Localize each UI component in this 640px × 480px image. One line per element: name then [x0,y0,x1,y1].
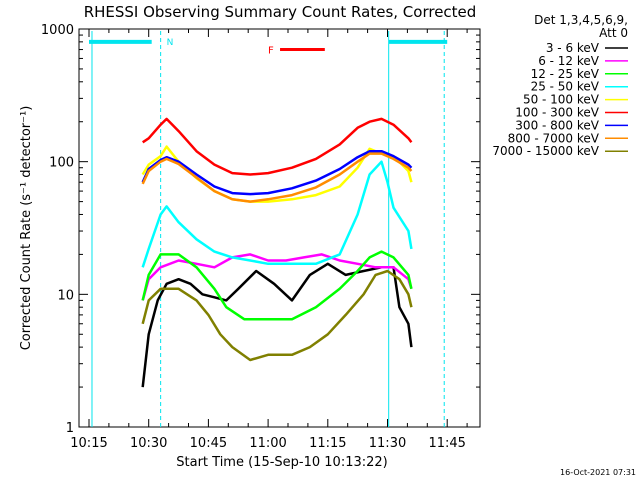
y-tick-label: 1000 [41,23,74,38]
series-line-4 [141,160,413,268]
x-axis-ticks: 10:15 10:30 10:45 11:00 11:15 11:30 11:45 [70,29,468,451]
legend-entry-label: 25 - 50 keV [531,80,600,94]
legend-entry-label: 3 - 6 keV [546,41,600,55]
x-tick-label: 11:45 [428,436,465,451]
x-tick-label: 11:15 [309,436,346,451]
series-line-3 [141,250,413,321]
legend-entry-label: 7000 - 15000 keV [492,144,599,158]
y-tick-label: 10 [57,288,74,303]
x-axis-label: Start Time (15-Sep-10 10:13:22) [176,455,387,470]
x-tick-label: 11:30 [369,436,406,451]
footer-date: 16-Oct-2021 07:31 [560,468,636,477]
data-series [141,117,413,388]
flare-label: F [268,46,274,57]
x-tick-label: 10:30 [130,436,167,451]
legend-entry-label: 300 - 800 keV [515,118,599,132]
y-axis-label: Corrected Count Rate (s⁻¹ detector⁻¹) [19,106,34,351]
legend-entry-label: 100 - 300 keV [515,106,599,120]
y-axis-ticks: 1 10 100 1000 [41,23,480,436]
night-label: N [167,38,174,48]
y-tick-label: 1 [66,421,74,436]
series-line-2 [141,253,413,301]
annotations: NF [89,31,448,427]
legend-entry-label: 800 - 7000 keV [508,131,600,145]
x-tick-label: 11:00 [249,436,286,451]
series-line-8 [141,152,413,203]
legend-header-line-2: Att 0 [599,26,628,40]
x-tick-label: 10:45 [190,436,227,451]
chart-title: RHESSI Observing Summary Count Rates, Co… [84,3,477,21]
legend-entry-label: 6 - 12 keV [538,54,600,68]
x-tick-label: 10:15 [70,436,107,451]
legend-entry-label: 12 - 25 keV [531,67,600,81]
series-line-7 [141,149,413,196]
plot-frame [78,28,481,428]
series-line-6 [142,117,413,176]
legend-entry-label: 50 - 100 keV [523,93,600,107]
series-line-9 [141,269,413,362]
legend-header-line-1: Det 1,3,4,5,6,9, [534,13,628,27]
y-tick-label: 100 [49,156,74,171]
